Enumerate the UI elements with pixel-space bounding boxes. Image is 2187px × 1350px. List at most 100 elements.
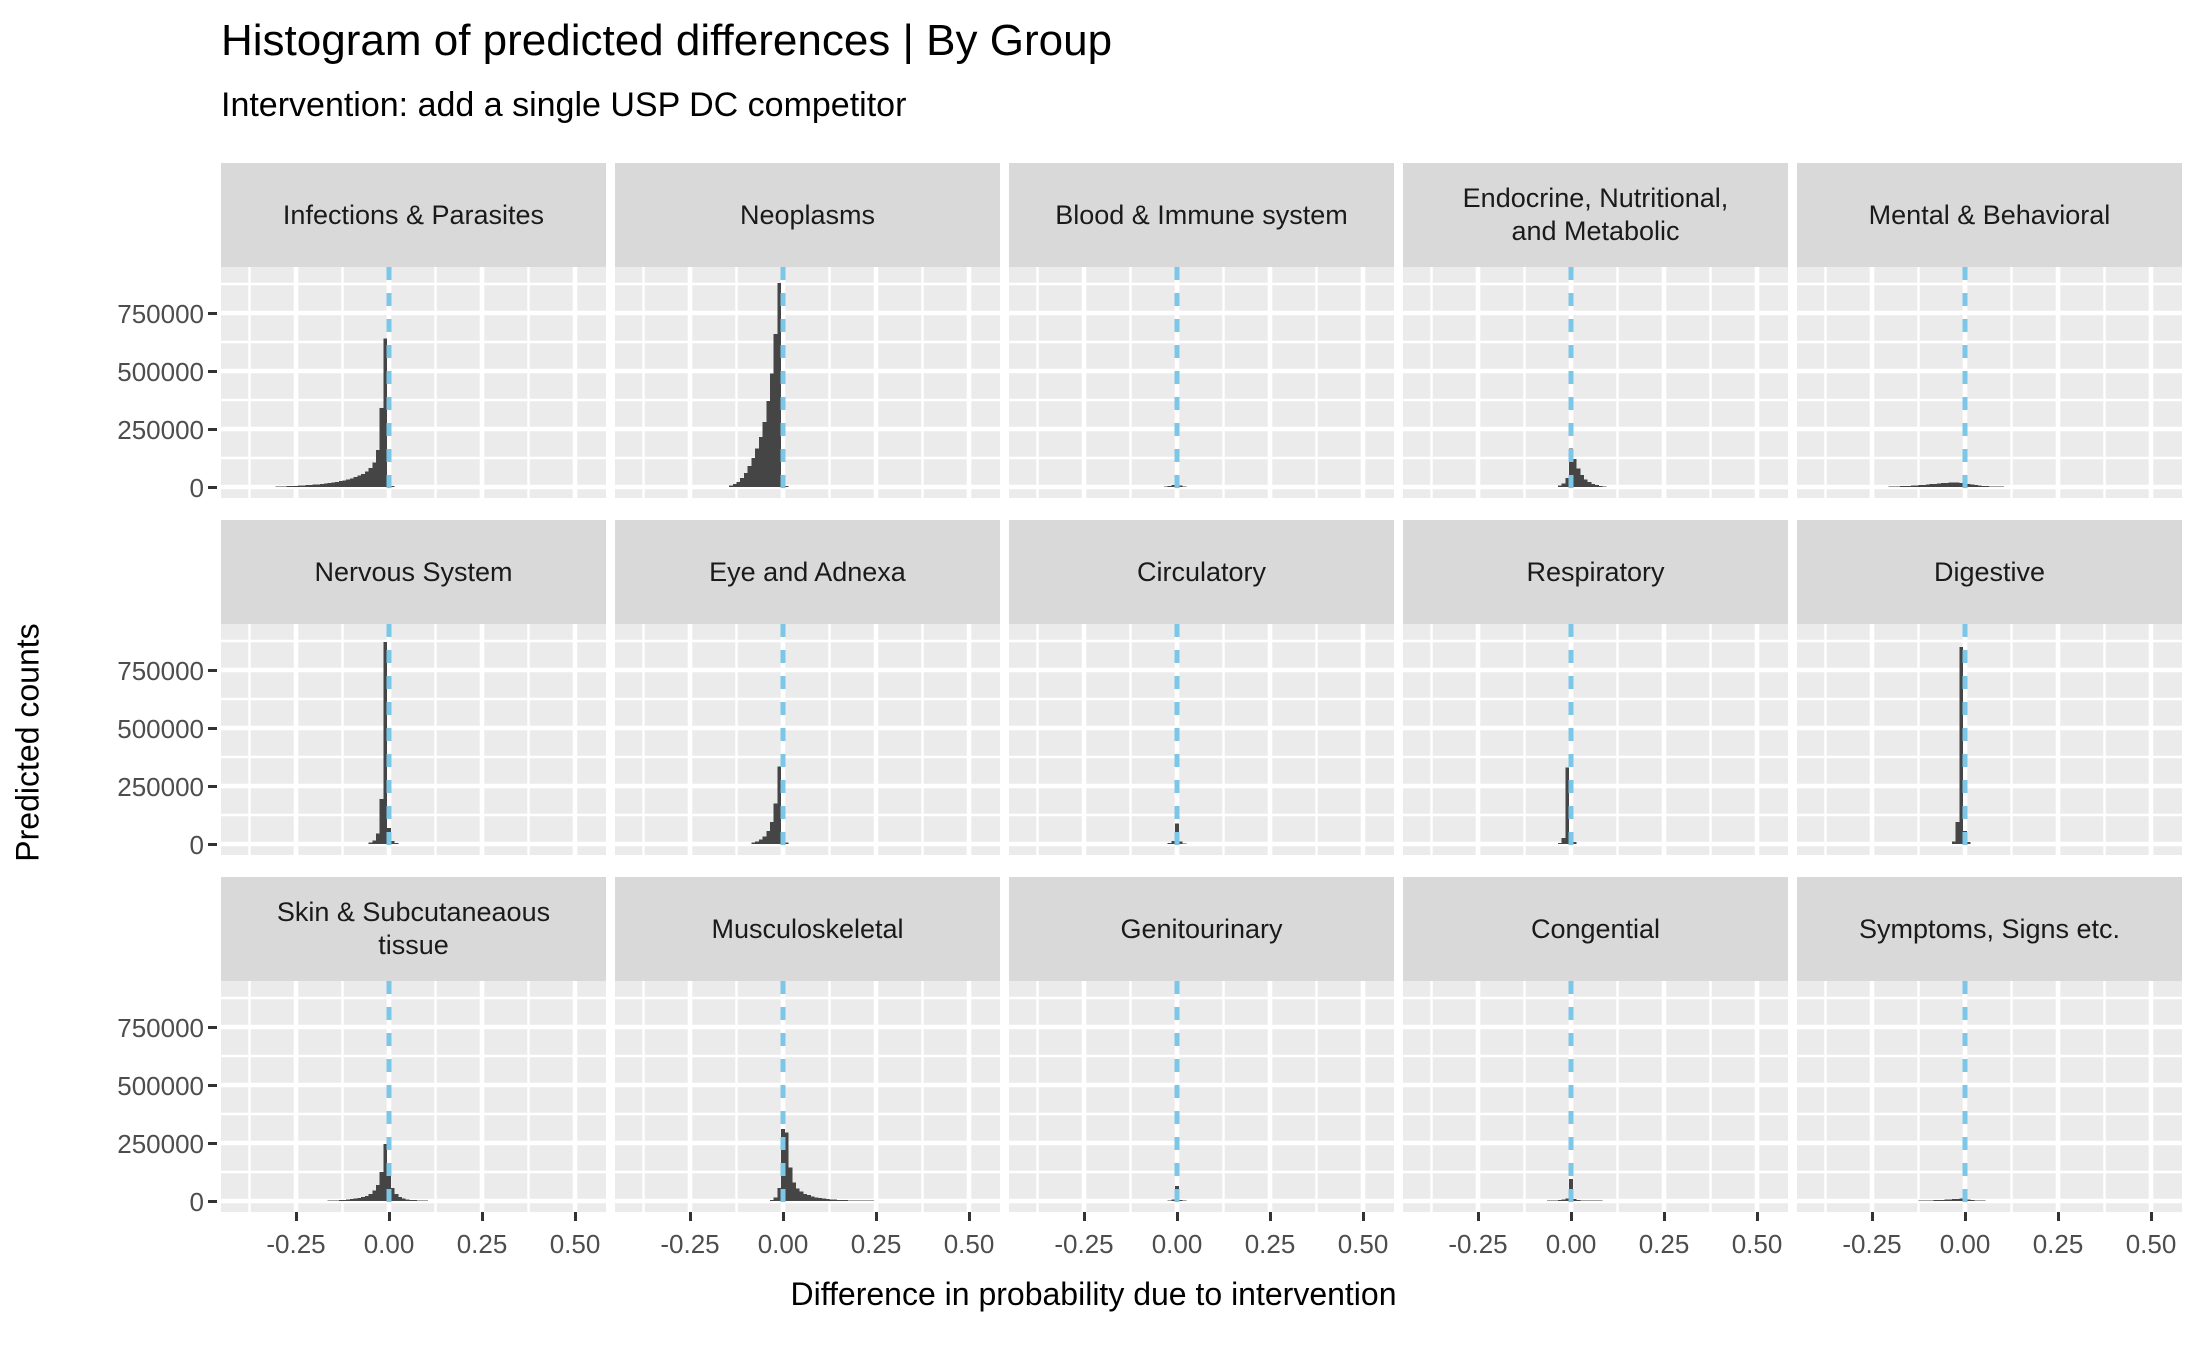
x-tick-mark <box>1476 1212 1480 1221</box>
y-tick-mark <box>208 485 217 489</box>
x-tick-label: 0.00 <box>1151 1229 1203 1259</box>
y-tick-mark <box>208 427 217 431</box>
y-tick-mark <box>208 1083 217 1087</box>
y-tick-mark <box>208 668 217 672</box>
x-tick-mark <box>573 1212 577 1221</box>
facet-panel <box>1009 267 1394 498</box>
y-tick-label: 500000 <box>117 357 204 387</box>
x-tick-label: 0.00 <box>1939 1229 1991 1259</box>
x-axis-title: Difference in probability due to interve… <box>790 1276 1397 1312</box>
histogram-bars <box>729 282 789 487</box>
y-tick-mark <box>208 311 217 315</box>
facet-strip-label: Eye and Adnexa <box>615 520 1000 624</box>
x-tick-label: 0.25 <box>850 1229 902 1259</box>
y-tick-label: 500000 <box>117 1071 204 1101</box>
x-tick-mark <box>1870 1212 1874 1221</box>
x-tick-label: 0.50 <box>943 1229 995 1259</box>
y-tick-label: 250000 <box>117 1129 204 1159</box>
histogram-bars <box>1557 448 1607 487</box>
y-tick-mark <box>208 1025 217 1029</box>
y-tick-mark <box>208 1199 217 1203</box>
x-tick-mark <box>1175 1212 1179 1221</box>
x-tick-label: 0.25 <box>2032 1229 2084 1259</box>
y-tick-label: 0 <box>189 473 204 503</box>
x-tick-label: 0.50 <box>1731 1229 1783 1259</box>
facet-panel <box>1403 624 1788 855</box>
y-tick-label: 750000 <box>117 1013 204 1043</box>
x-tick-label: 0.50 <box>1337 1229 1389 1259</box>
facet-strip-label: Skin & Subcutaneaous tissue <box>221 877 606 981</box>
facet-panel <box>615 624 1000 855</box>
facet-panel <box>1797 981 2182 1212</box>
facet-strip-label: Mental & Behavioral <box>1797 163 2182 267</box>
x-tick-mark <box>480 1212 484 1221</box>
facet-strip-label: Blood & Immune system <box>1009 163 1394 267</box>
facet-strip-label: Neoplasms <box>615 163 1000 267</box>
page-title: Histogram of predicted differences | By … <box>221 16 1113 65</box>
facet-panel <box>1403 981 1788 1212</box>
x-tick-mark <box>967 1212 971 1221</box>
facet-strip-label: Nervous System <box>221 520 606 624</box>
facet-panel <box>221 624 606 855</box>
x-tick-mark <box>387 1212 391 1221</box>
x-tick-mark <box>688 1212 692 1221</box>
y-tick-mark <box>208 1141 217 1145</box>
facet-strip-label: Endocrine, Nutritional, and Metabolic <box>1403 163 1788 267</box>
y-axis-title: Predicted counts <box>9 623 46 862</box>
x-tick-mark <box>1082 1212 1086 1221</box>
x-tick-mark <box>2056 1212 2060 1221</box>
facet-strip-label: Respiratory <box>1403 520 1788 624</box>
y-tick-label: 0 <box>189 830 204 860</box>
y-tick-mark <box>208 784 217 788</box>
facet-strip-label: Symptoms, Signs etc. <box>1797 877 2182 981</box>
histogram-bars <box>1888 482 2005 487</box>
y-tick-label: 500000 <box>117 714 204 744</box>
x-tick-label: 0.00 <box>757 1229 809 1259</box>
x-tick-mark <box>1755 1212 1759 1221</box>
x-tick-label: 0.00 <box>363 1229 415 1259</box>
facet-panel <box>615 981 1000 1212</box>
facet-panel <box>221 981 606 1212</box>
x-tick-mark <box>1569 1212 1573 1221</box>
y-tick-label: 0 <box>189 1187 204 1217</box>
x-tick-label: -0.25 <box>266 1229 326 1259</box>
facet-strip-label: Digestive <box>1797 520 2182 624</box>
y-tick-label: 750000 <box>117 299 204 329</box>
y-tick-mark <box>208 369 217 373</box>
page-subtitle: Intervention: add a single USP DC compet… <box>221 86 907 124</box>
y-tick-label: 750000 <box>117 656 204 686</box>
x-tick-label: -0.25 <box>1448 1229 1508 1259</box>
facet-panel <box>1797 624 2182 855</box>
x-tick-label: -0.25 <box>1842 1229 1902 1259</box>
facet-panel <box>1403 267 1788 498</box>
x-tick-mark <box>1662 1212 1666 1221</box>
x-tick-mark <box>874 1212 878 1221</box>
x-tick-mark <box>294 1212 298 1221</box>
x-tick-mark <box>1361 1212 1365 1221</box>
facet-strip-label: Circulatory <box>1009 520 1394 624</box>
y-tick-mark <box>208 842 217 846</box>
y-tick-label: 250000 <box>117 415 204 445</box>
facet-panel <box>1009 624 1394 855</box>
facet-strip-label: Genitourinary <box>1009 877 1394 981</box>
y-tick-label: 250000 <box>117 772 204 802</box>
x-tick-mark <box>781 1212 785 1221</box>
facet-panel <box>1009 981 1394 1212</box>
x-tick-label: 0.50 <box>549 1229 601 1259</box>
x-tick-label: -0.25 <box>1054 1229 1114 1259</box>
x-tick-label: 0.50 <box>2125 1229 2177 1259</box>
x-tick-label: 0.25 <box>456 1229 508 1259</box>
x-tick-label: 0.25 <box>1638 1229 1690 1259</box>
facet-panel <box>1797 267 2182 498</box>
facet-strip-label: Infections & Parasites <box>221 163 606 267</box>
facet-panel <box>615 267 1000 498</box>
x-tick-label: 0.00 <box>1545 1229 1597 1259</box>
histogram-bars <box>327 1144 429 1201</box>
facet-strip-label: Congential <box>1403 877 1788 981</box>
x-tick-mark <box>1268 1212 1272 1221</box>
x-tick-label: 0.25 <box>1244 1229 1296 1259</box>
facet-strip-label: Musculoskeletal <box>615 877 1000 981</box>
histogram-bars <box>275 338 395 487</box>
x-tick-label: -0.25 <box>660 1229 720 1259</box>
